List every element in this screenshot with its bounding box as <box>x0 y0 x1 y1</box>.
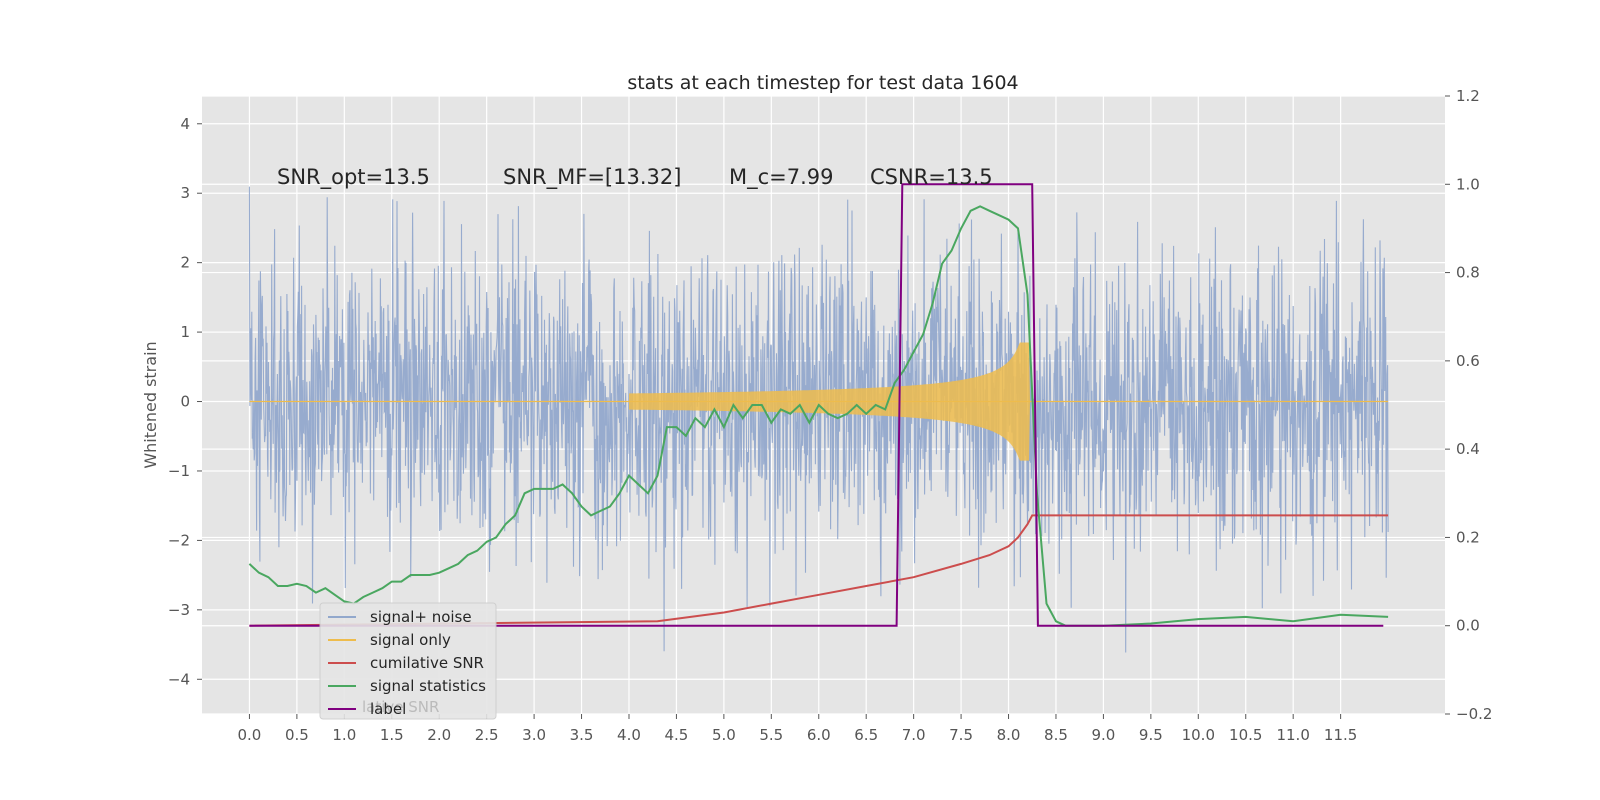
x-tick-label: 1.5 <box>380 726 404 744</box>
x-tick-label: 4.5 <box>664 726 688 744</box>
y2-axis-ticks: 1.2 1.0 0.8 0.6 0.4 0.2 0.0 −0.2 <box>1445 87 1492 723</box>
y2-tick-label: 1.0 <box>1456 175 1480 193</box>
x-tick-label: 6.5 <box>854 726 878 744</box>
y2-tick-label: 0.8 <box>1456 264 1480 282</box>
legend-item-label: cumilative SNR <box>370 654 484 672</box>
y-tick-label: 1 <box>180 323 190 341</box>
x-tick-label: 4.0 <box>617 726 641 744</box>
x-tick-label: 2.0 <box>427 726 451 744</box>
x-tick-label: 1.0 <box>332 726 356 744</box>
series-signal-plus-noise-line <box>248 186 1389 653</box>
series-label-line <box>249 183 1384 627</box>
x-tick-label: 0.5 <box>285 726 309 744</box>
x-axis-ticks: 0.0 0.5 1.0 1.5 2.0 2.5 3.0 3.5 4.0 4.5 5.0 5.5 6.0 6… <box>238 714 1357 744</box>
y-tick-label: −4 <box>168 670 190 688</box>
y-tick-label: −1 <box>168 462 190 480</box>
series-lines <box>248 183 1389 627</box>
x-tick-label: 7.5 <box>949 726 973 744</box>
y2-tick-label: 0.0 <box>1456 617 1480 635</box>
y2-tick-label: −0.2 <box>1456 705 1492 723</box>
x-tick-label: 8.5 <box>1044 726 1068 744</box>
y-tick-label: −2 <box>168 531 190 549</box>
x-tick-label: 7.0 <box>902 726 926 744</box>
x-tick-label: 10.5 <box>1229 726 1262 744</box>
x-tick-label: 5.0 <box>712 726 736 744</box>
series-signal-plus-noise <box>248 186 1389 653</box>
legend-box <box>319 602 497 720</box>
annotation-mc: M_c=7.99 <box>729 165 834 190</box>
y-tick-label: 4 <box>180 115 190 133</box>
legend-item-label: signal only <box>370 631 451 649</box>
y2-tick-label: 0.6 <box>1456 352 1480 370</box>
y-tick-label: 3 <box>180 184 190 202</box>
x-tick-label: 3.0 <box>522 726 546 744</box>
x-tick-label: 11.0 <box>1276 726 1309 744</box>
x-tick-label: 11.5 <box>1324 726 1357 744</box>
x-tick-label: 0.0 <box>238 726 262 744</box>
x-tick-label: 5.5 <box>759 726 783 744</box>
series-signal-statistics-line <box>248 205 1389 627</box>
legend: lative SNR signal+ noise signal only cumila… <box>319 602 497 720</box>
y-axis-label: Whitened strain <box>141 341 160 468</box>
chart-title: stats at each timestep for test data 160… <box>627 72 1018 94</box>
x-tick-label: 9.0 <box>1091 726 1115 744</box>
y2-tick-label: 1.2 <box>1456 87 1480 105</box>
x-tick-label: 10.0 <box>1182 726 1215 744</box>
x-tick-label: 2.5 <box>475 726 499 744</box>
y-axis-ticks: 4 3 2 1 0 −1 −2 −3 −4 <box>168 115 202 688</box>
series-cumilative-snr-line <box>249 514 1389 627</box>
y-tick-label: 0 <box>180 393 190 411</box>
legend-item-label: signal statistics <box>370 677 486 695</box>
legend-ghost-text: lative SNR <box>362 698 439 716</box>
y2-tick-label: 0.2 <box>1456 528 1480 546</box>
x-tick-label: 3.5 <box>570 726 594 744</box>
legend-item-label: label <box>370 700 406 718</box>
x-tick-label: 8.0 <box>997 726 1021 744</box>
annotation-snr-opt: SNR_opt=13.5 <box>277 165 430 190</box>
annotation-csnr: CSNR=13.5 <box>870 165 993 189</box>
y2-tick-label: 0.4 <box>1456 440 1480 458</box>
y-tick-label: 2 <box>180 254 190 272</box>
x-tick-label: 6.0 <box>807 726 831 744</box>
series-signal-only <box>249 342 1389 461</box>
x-tick-label: 9.5 <box>1139 726 1163 744</box>
y-tick-label: −3 <box>168 601 190 619</box>
legend-item-label: signal+ noise <box>370 608 472 626</box>
annotation-snr-mf: SNR_MF=[13.32] <box>503 165 681 190</box>
